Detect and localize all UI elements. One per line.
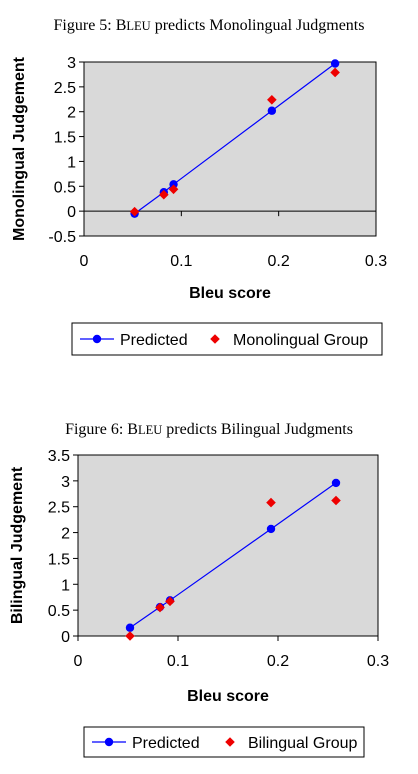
- y-tick-label: 2.5: [48, 500, 70, 517]
- legend: Predicted Monolingual Group: [71, 322, 383, 356]
- legend-box: [83, 726, 365, 758]
- group-point: [129, 206, 140, 217]
- y-tick-label: 1: [67, 154, 76, 171]
- group-point: [165, 596, 175, 607]
- caption-prefix: Figure 5: B: [54, 17, 127, 34]
- x-tick-label: 0.2: [267, 653, 289, 670]
- y-tick-label: 1.5: [54, 130, 76, 147]
- legend-group-marker: [210, 334, 220, 344]
- plot-area: [77, 454, 379, 637]
- y-tick-label: 2: [61, 526, 70, 543]
- legend-predicted-label: Predicted: [120, 332, 188, 349]
- legend: Predicted Bilingual Group: [83, 726, 365, 758]
- legend-predicted-marker: [92, 334, 102, 344]
- predicted-point: [330, 59, 340, 68]
- x-tick-label: 0.1: [170, 253, 192, 270]
- x-tick-label: 0: [74, 653, 83, 670]
- caption-smallcaps: LEU: [138, 423, 162, 437]
- predicted-point: [331, 478, 341, 488]
- caption-smallcaps: LEU: [126, 19, 150, 33]
- x-tick-label: 0.3: [365, 253, 387, 270]
- group-point: [168, 184, 179, 195]
- legend-box: [71, 322, 383, 356]
- plot-area: [83, 61, 377, 237]
- figure-6: Figure 6: BLEU predicts Bilingual Judgme…: [9, 421, 389, 758]
- y-axis-title: Monolingual Judgement: [11, 56, 28, 241]
- caption-suffix: predicts Monolingual Judgments: [151, 17, 365, 34]
- legend-group-label: Monolingual Group: [233, 332, 368, 349]
- group-point: [330, 67, 340, 78]
- y-tick-label: 0.5: [54, 179, 76, 196]
- y-tick-label: 1.5: [48, 551, 70, 568]
- legend-group-label: Bilingual Group: [248, 735, 358, 752]
- group-point: [125, 631, 135, 641]
- legend-predicted-label: Predicted: [132, 735, 200, 752]
- y-tick-label: -0.5: [48, 229, 76, 246]
- figure-5: Figure 5: BLEU predicts Monolingual Judg…: [11, 17, 387, 356]
- y-tick-label: 0: [67, 204, 76, 221]
- y-tick-label: 3: [67, 55, 76, 72]
- caption-suffix: predicts Bilingual Judgments: [162, 421, 353, 438]
- y-axis-title: Bilingual Judgement: [9, 466, 26, 624]
- x-tick-label: 0: [80, 253, 89, 270]
- y-tick-label: 2: [67, 105, 76, 122]
- y-tick-label: 3.5: [48, 448, 70, 465]
- caption-prefix: Figure 6: B: [65, 421, 138, 438]
- group-point: [267, 94, 277, 105]
- x-tick-label: 0.1: [167, 653, 189, 670]
- predicted-point: [266, 524, 276, 534]
- legend-predicted-marker: [104, 737, 114, 747]
- predicted-point: [125, 623, 135, 632]
- legend-group-marker: [225, 737, 235, 747]
- predicted-point: [169, 180, 178, 189]
- group-point: [331, 495, 341, 506]
- figure-caption: Figure 6: BLEU predicts Bilingual Judgme…: [65, 421, 353, 438]
- x-axis-title: Bleu score: [189, 285, 271, 302]
- group-point: [266, 497, 276, 508]
- predicted-point: [267, 106, 277, 115]
- group-point: [159, 189, 169, 200]
- y-tick-label: 1: [61, 577, 70, 594]
- y-tick-label: 0: [61, 629, 70, 646]
- group-point: [155, 602, 165, 613]
- y-tick-label: 0.5: [48, 603, 70, 620]
- y-tick-label: 2.5: [54, 80, 76, 97]
- x-tick-label: 0.2: [268, 253, 290, 270]
- x-tick-label: 0.3: [367, 653, 389, 670]
- y-tick-label: 3: [61, 474, 70, 491]
- figure-caption: Figure 5: BLEU predicts Monolingual Judg…: [54, 17, 365, 34]
- x-axis-title: Bleu score: [187, 688, 269, 705]
